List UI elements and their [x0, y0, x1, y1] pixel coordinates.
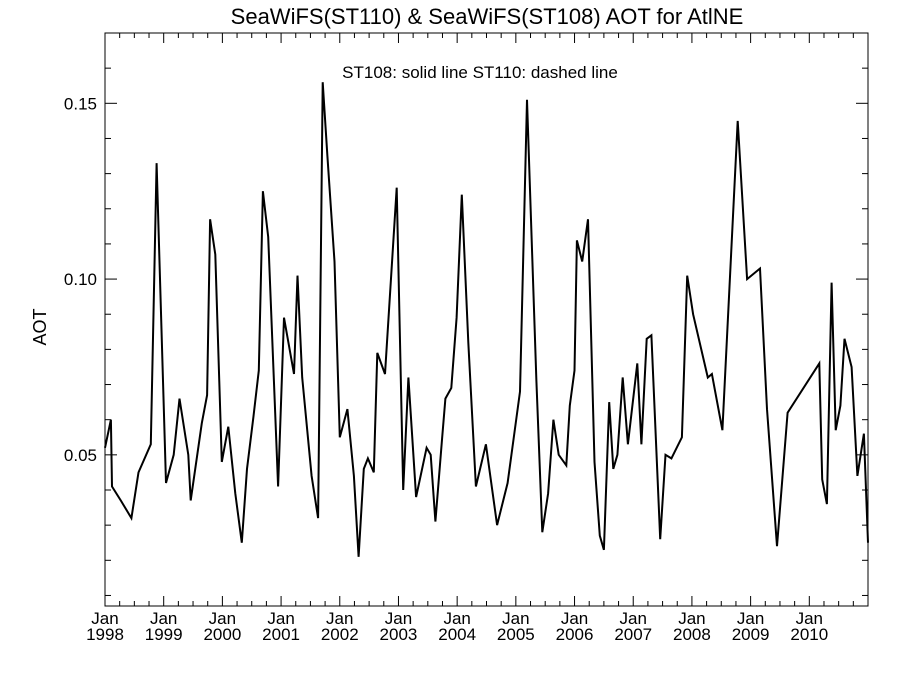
x-tick-year-label: 2007 — [614, 625, 652, 644]
x-tick-year-label: 2008 — [673, 625, 711, 644]
chart-title: SeaWiFS(ST110) & SeaWiFS(ST108) AOT for … — [231, 4, 744, 29]
x-tick-month-label: Jan — [678, 609, 705, 628]
x-tick-month-label: Jan — [737, 609, 764, 628]
x-tick-month-label: Jan — [150, 609, 177, 628]
x-tick-year-label: 2000 — [203, 625, 241, 644]
x-tick-month-label: Jan — [561, 609, 588, 628]
line-style-annotation: ST108: solid line ST110: dashed line — [342, 63, 618, 82]
y-tick-label: 0.05 — [64, 446, 97, 465]
x-tick-month-label: Jan — [385, 609, 412, 628]
series-line-st108 — [104, 82, 869, 557]
series-layer — [104, 82, 869, 557]
x-tick-year-label: 2001 — [262, 625, 300, 644]
y-axis-label: AOT — [30, 308, 50, 345]
x-tick-year-label: 2006 — [556, 625, 594, 644]
x-tick-year-label: 2002 — [321, 625, 359, 644]
x-tick-year-label: 2009 — [732, 625, 770, 644]
x-tick-month-label: Jan — [267, 609, 294, 628]
x-tick-month-label: Jan — [502, 609, 529, 628]
x-tick-month-label: Jan — [209, 609, 236, 628]
axis-ticks — [104, 33, 869, 606]
x-tick-year-label: 2010 — [790, 625, 828, 644]
y-tick-label: 0.10 — [64, 270, 97, 289]
x-tick-month-label: Jan — [326, 609, 353, 628]
tick-labels: 0.050.100.15Jan1998Jan1999Jan2000Jan2001… — [64, 94, 828, 644]
x-tick-year-label: 1998 — [86, 625, 124, 644]
x-tick-year-label: 1999 — [145, 625, 183, 644]
x-tick-month-label: Jan — [91, 609, 118, 628]
x-tick-month-label: Jan — [796, 609, 823, 628]
y-tick-label: 0.15 — [64, 94, 97, 113]
x-tick-year-label: 2003 — [380, 625, 418, 644]
plot-frame — [104, 32, 869, 607]
x-tick-month-label: Jan — [620, 609, 647, 628]
x-tick-year-label: 2004 — [438, 625, 476, 644]
x-tick-year-label: 2005 — [497, 625, 535, 644]
x-tick-month-label: Jan — [443, 609, 470, 628]
